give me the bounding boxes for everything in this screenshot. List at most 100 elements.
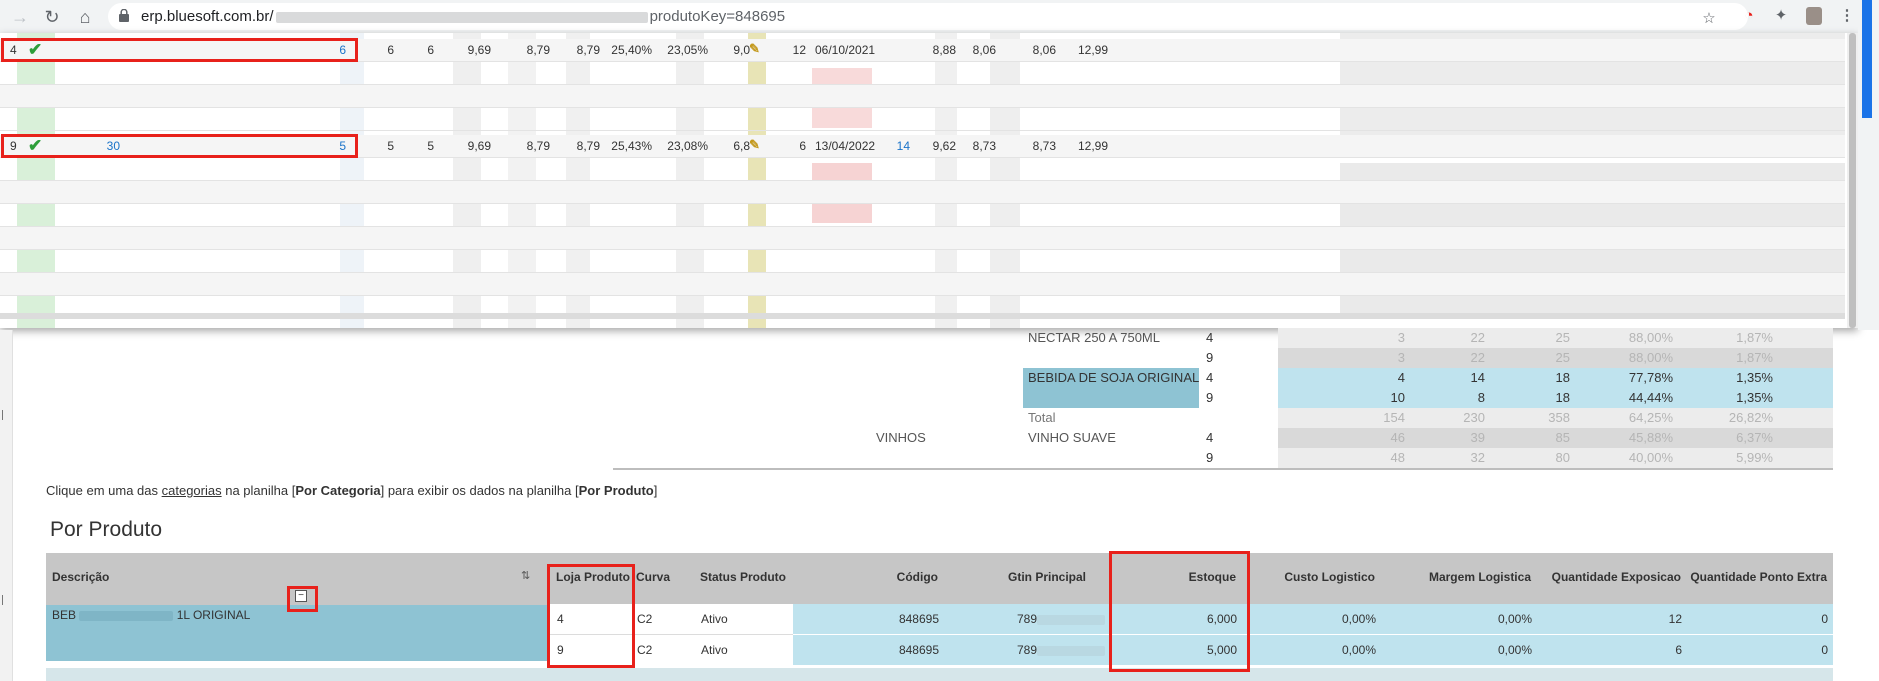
- overlay-cell[interactable]: 14: [896, 139, 910, 153]
- category-row[interactable]: 9 3 22 25 88,00% 1,87%: [613, 348, 1833, 368]
- category-value: 154: [1383, 410, 1405, 425]
- extensions-puzzle-icon[interactable]: ✦: [1774, 7, 1788, 24]
- category-group: VINHOS: [876, 430, 926, 445]
- cell-gtin: 789: [1017, 612, 1106, 626]
- header-loja-produto[interactable]: Loja Produto: [556, 570, 630, 584]
- row-band: [1278, 448, 1833, 468]
- scrollbar-thumb[interactable]: [1849, 33, 1856, 328]
- category-value: 22: [1470, 350, 1485, 365]
- descricao-cell[interactable]: BEB 1L ORIGINAL: [46, 605, 547, 661]
- category-row-selected[interactable]: 9 10 8 18 44,44% 1,35%: [613, 388, 1833, 408]
- category-loja: 9: [1206, 450, 1214, 465]
- bookmark-star-icon[interactable]: ☆: [1702, 10, 1716, 27]
- overlay-cell: 6: [387, 43, 394, 57]
- reload-icon[interactable]: ↻: [44, 7, 60, 27]
- cell-curva: C2: [637, 643, 653, 657]
- por-produto-title: Por Produto: [50, 518, 163, 541]
- header-descricao[interactable]: Descrição: [52, 570, 110, 584]
- info-text: na planilha [: [221, 483, 296, 498]
- url-tail: produtoKey=848695: [649, 8, 786, 25]
- header-codigo[interactable]: Código: [896, 570, 938, 584]
- category-value: 25: [1555, 330, 1570, 345]
- categorias-link[interactable]: categorias: [161, 483, 222, 498]
- category-row-selected[interactable]: BEBIDA DE SOJA ORIGINAL 4 4 14 18 77,78%…: [613, 368, 1833, 388]
- extension-todoist-icon[interactable]: ◔: [1744, 7, 1754, 24]
- vertical-scrollbar[interactable]: [1847, 33, 1858, 328]
- overlay-loja: 9: [10, 139, 17, 153]
- collapse-icon[interactable]: −: [295, 590, 307, 602]
- descricao-text: BEB 1L ORIGINAL: [52, 608, 250, 622]
- menu-kebab-icon[interactable]: ⋮: [1839, 7, 1855, 24]
- overlay-cell: 8,88: [932, 43, 956, 57]
- overlay-cell: 6,8: [733, 139, 750, 153]
- url-text: erp.bluesoft.com.br/produtoKey=848695: [141, 8, 785, 25]
- instruction-text: Clique em uma das categorias na planilha…: [46, 483, 657, 498]
- cell-status: Ativo: [701, 612, 728, 626]
- header-gtin[interactable]: Gtin Principal: [1007, 570, 1086, 584]
- lock-icon: [119, 9, 129, 22]
- header-quantidade-ponto-extra[interactable]: Quantidade Ponto Extra: [1690, 570, 1827, 584]
- header-custo-logistico[interactable]: Custo Logistico: [1284, 570, 1375, 584]
- overlay-qty-b[interactable]: 5: [339, 139, 346, 153]
- horizontal-scrollbar[interactable]: [0, 313, 1845, 319]
- cell-gtin: 789: [1017, 643, 1106, 657]
- product-row[interactable]: 4 C2 Ativo 848695 789 6,000 0,00% 0,00% …: [547, 604, 1833, 635]
- address-bar[interactable]: erp.bluesoft.com.br/produtoKey=848695 ☆: [108, 3, 1748, 30]
- category-loja: 4: [1206, 330, 1214, 345]
- category-value: 46: [1390, 430, 1405, 445]
- category-value: 39: [1470, 430, 1485, 445]
- category-name: VINHO SUAVE: [1028, 430, 1116, 445]
- category-loja: 9: [1206, 350, 1214, 365]
- overlay-date: 06/10/2021: [815, 43, 876, 57]
- header-status-produto[interactable]: Status Produto: [700, 570, 786, 584]
- profile-avatar[interactable]: [1806, 7, 1822, 25]
- overlay-qty-b[interactable]: 6: [339, 43, 346, 57]
- info-text: ]: [653, 483, 658, 498]
- sort-icon[interactable]: ⇅: [521, 570, 531, 582]
- category-value: 14: [1470, 370, 1485, 385]
- overlay-row[interactable]: 9 ✔ 30 5 5 5 9,69 8,79 8,79 25,43% 23,08…: [0, 135, 1845, 158]
- category-value: 45,88%: [1628, 430, 1673, 445]
- edit-note-icon[interactable]: ✎: [749, 41, 760, 56]
- row-band-selected: [1278, 368, 1833, 408]
- category-loja: 4: [1206, 430, 1214, 445]
- header-margem-logistica[interactable]: Margem Logistica: [1428, 570, 1531, 584]
- overlay-date: 13/04/2022: [815, 139, 876, 153]
- side-tab[interactable]: [1862, 0, 1872, 118]
- category-value: 10: [1390, 390, 1405, 405]
- header-curva[interactable]: Curva: [636, 570, 671, 584]
- category-row[interactable]: VINHOS VINHO SUAVE 4 46 39 85 45,88% 6,3…: [613, 428, 1833, 448]
- category-value: 88,00%: [1628, 330, 1673, 345]
- gtin-prefix: 789: [1017, 643, 1038, 657]
- category-value: 1,35%: [1736, 390, 1773, 405]
- info-text: Clique em uma das: [46, 483, 162, 498]
- cell-estoque: 6,000: [1206, 612, 1237, 626]
- overlay-row[interactable]: 4 ✔ 6 6 6 9,69 8,79 8,79 25,40% 23,05% 9…: [0, 39, 1845, 62]
- category-total-row: Total 154 230 358 64,25% 26,82%: [613, 408, 1833, 428]
- header-quantidade-exposicao[interactable]: Quantidade Exposicao: [1551, 570, 1681, 584]
- overlay-row-empty: [0, 273, 1845, 296]
- category-row[interactable]: NECTAR 250 A 750ML 4 3 22 25 88,00% 1,87…: [613, 328, 1833, 348]
- overlay-cell: 12: [792, 43, 806, 57]
- header-estoque[interactable]: Estoque: [1188, 570, 1236, 584]
- info-bold: Por Categoria: [295, 483, 381, 498]
- category-value: 85: [1555, 430, 1570, 445]
- check-icon: ✔: [28, 136, 43, 155]
- row-white-area: [547, 635, 793, 665]
- overlay-qty-a[interactable]: 30: [106, 139, 120, 153]
- product-row[interactable]: 9 C2 Ativo 848695 789 5,000 0,00% 0,00% …: [547, 635, 1833, 665]
- overlay-row-empty: [0, 85, 1845, 108]
- row-white-area: [547, 604, 793, 635]
- home-icon[interactable]: ⌂: [79, 7, 91, 27]
- category-row[interactable]: 9 48 32 80 40,00% 5,99%: [613, 448, 1833, 468]
- category-value: 5,99%: [1736, 450, 1773, 465]
- overlay-cell: 23,05%: [667, 43, 708, 57]
- cell-custo: 0,00%: [1341, 612, 1376, 626]
- overlay-cell: 5: [387, 139, 394, 153]
- cell-codigo: 848695: [898, 643, 939, 657]
- edit-note-icon[interactable]: ✎: [749, 137, 760, 152]
- category-value: 8: [1477, 390, 1485, 405]
- forward-icon[interactable]: →: [11, 7, 29, 27]
- overlay-panel: 4 ✔ 6 6 6 9,69 8,79 8,79 25,40% 23,05% 9…: [0, 33, 1858, 328]
- overlay-cell: 9,69: [467, 139, 491, 153]
